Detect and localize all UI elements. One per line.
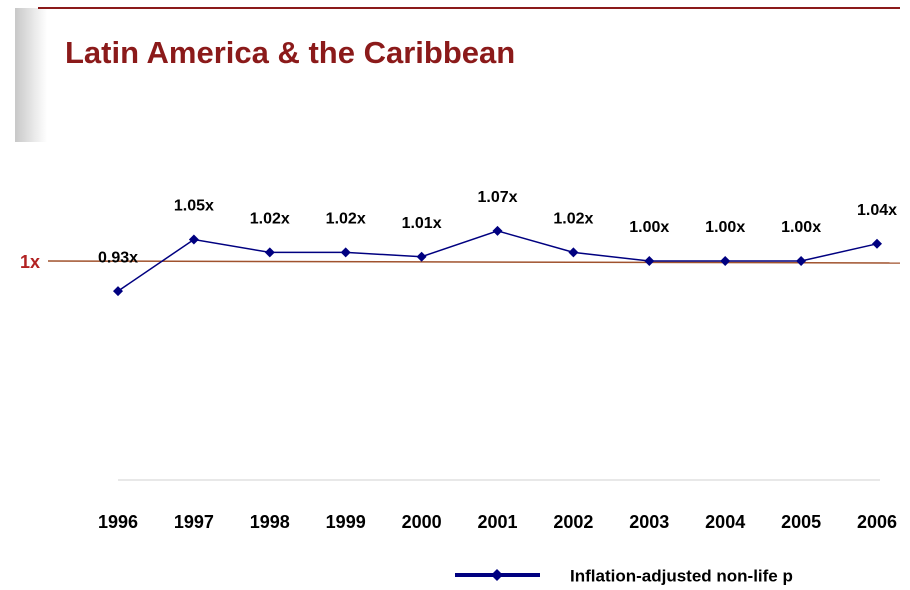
data-point — [188, 234, 199, 245]
x-tick-label: 2001 — [477, 512, 517, 532]
data-point — [720, 256, 731, 266]
x-tick-label: 2005 — [781, 512, 821, 532]
x-tick-label: 1996 — [98, 512, 138, 532]
data-label: 1.00x — [629, 219, 669, 236]
data-label: 1.05x — [174, 198, 214, 215]
data-label: 1.02x — [553, 211, 593, 228]
data-point — [416, 251, 427, 262]
data-point — [340, 247, 351, 258]
data-label: 1.07x — [477, 189, 517, 206]
x-tick-label: 2003 — [629, 512, 669, 532]
x-tick-label: 2002 — [553, 512, 593, 532]
data-point — [492, 225, 503, 236]
data-point — [872, 238, 882, 249]
chart-title: Latin America & the Caribbean — [65, 35, 515, 70]
data-label: 1.00x — [781, 219, 821, 236]
data-point — [264, 247, 275, 258]
x-tick-label: 1997 — [174, 512, 214, 532]
x-tick-label: 2006 — [857, 512, 897, 532]
x-tick-label: 2000 — [402, 512, 442, 532]
reference-line — [47, 260, 901, 264]
data-label: 0.93x — [98, 249, 138, 266]
x-tick-label: 2004 — [705, 512, 745, 532]
data-point — [644, 256, 655, 266]
data-point — [796, 256, 807, 266]
x-tick-label: 1999 — [326, 512, 366, 532]
legend-label: Inflation-adjusted non-life p — [570, 566, 793, 585]
data-point — [113, 286, 123, 297]
sidebar-decoration — [15, 8, 47, 142]
data-label: 1.01x — [402, 215, 442, 232]
x-tick-label: 1998 — [250, 512, 290, 532]
reference-label: 1x — [20, 252, 40, 272]
data-point — [568, 247, 579, 258]
data-label: 1.02x — [250, 211, 290, 228]
data-label: 1.00x — [705, 219, 745, 236]
data-label: 1.02x — [326, 211, 366, 228]
legend-marker — [491, 569, 503, 581]
data-label: 1.04x — [857, 202, 897, 219]
